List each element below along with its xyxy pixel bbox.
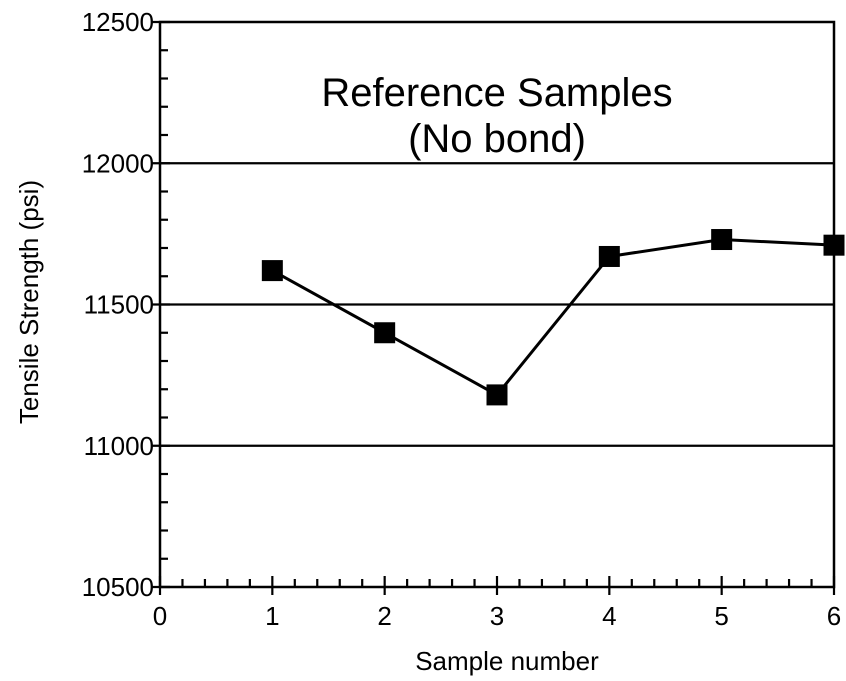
x-tick-label: 3 [490, 601, 504, 631]
label-layer: 10500 11000 11500 12000 12500 0 1 2 3 4 5 6 [82, 7, 842, 631]
x-tick-label: 2 [377, 601, 391, 631]
x-tick-label: 1 [265, 601, 279, 631]
chart-title: Reference Samples [321, 71, 672, 115]
y-tick-label: 11000 [84, 431, 154, 461]
series-line [271, 238, 835, 397]
data-point-2 [374, 322, 396, 344]
y-tick-label: 11500 [84, 290, 154, 320]
y-axis-label: Tensile Strength (psi) [14, 180, 44, 424]
x-tick-label: 6 [827, 601, 841, 631]
x-axis-label: Sample number [415, 646, 599, 676]
x-tick-label: 5 [714, 601, 728, 631]
y-tick-label: 12500 [82, 7, 154, 37]
data-point-4 [598, 245, 620, 267]
x-tick-label: 4 [602, 601, 616, 631]
chart-subtitle: (No bond) [408, 117, 586, 161]
grid-layer [160, 162, 834, 447]
data-point-1 [261, 260, 283, 282]
data-point-6 [823, 234, 845, 256]
y-tick-label: 10500 [82, 572, 154, 602]
y-tick-label: 12000 [82, 148, 154, 178]
series-layer [261, 229, 845, 406]
data-point-3 [486, 384, 508, 406]
data-point-5 [711, 229, 733, 251]
x-tick-label: 0 [153, 601, 167, 631]
tick-layer [151, 20, 836, 595]
